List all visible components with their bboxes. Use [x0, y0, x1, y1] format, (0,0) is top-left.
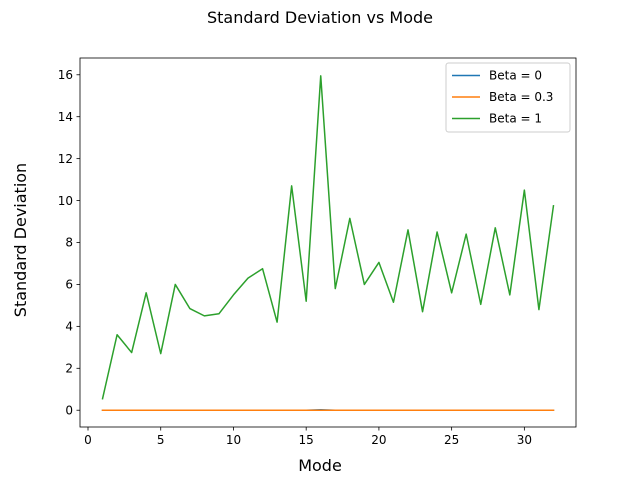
x-tick-label: 25 [444, 433, 459, 447]
legend-entry-2: Beta = 1 [489, 112, 542, 126]
series-line-2 [101, 75, 555, 400]
x-axis-label: Mode [298, 456, 342, 475]
x-tick-label: 0 [84, 433, 92, 447]
x-tick-label: 10 [226, 433, 241, 447]
y-tick-label: 12 [58, 152, 73, 166]
y-tick-label: 0 [65, 403, 73, 417]
y-axis-label: Standard Deviation [11, 163, 30, 317]
y-tick-label: 14 [58, 110, 73, 124]
x-tick-label: 30 [517, 433, 532, 447]
x-tick-label: 20 [371, 433, 386, 447]
legend-box [445, 62, 571, 133]
y-tick-label: 2 [65, 361, 73, 375]
y-tick-label: 4 [65, 320, 73, 334]
y-tick-label: 6 [65, 278, 73, 292]
y-tick-label: 16 [58, 68, 73, 82]
y-tick-label: 10 [58, 194, 73, 208]
legend-entry-0: Beta = 0 [489, 69, 542, 83]
x-tick-label: 15 [299, 433, 314, 447]
legend-entry-1: Beta = 0.3 [489, 90, 553, 104]
legend: Beta = 0 Beta = 0.3 Beta = 1 [445, 62, 571, 133]
chart-title: Standard Deviation vs Mode [207, 8, 433, 27]
x-tick-label: 5 [157, 433, 165, 447]
y-tick-label: 8 [65, 236, 73, 250]
